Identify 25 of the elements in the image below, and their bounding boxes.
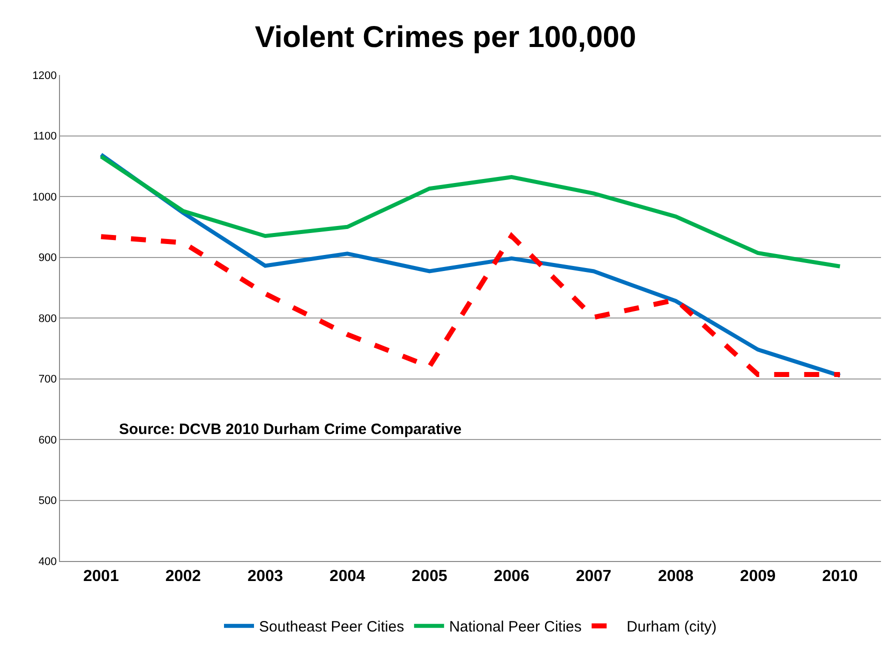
x-tick-label: 2010 (822, 568, 858, 586)
y-tick-label: 1100 (33, 130, 57, 143)
x-tick-label: 2006 (494, 568, 530, 586)
y-tick-label: 600 (38, 434, 57, 446)
x-tick-label: 2004 (330, 568, 366, 586)
x-tick-label: 2002 (165, 568, 202, 586)
x-tick-label: 2003 (247, 568, 284, 586)
x-tick-label: 2007 (576, 568, 612, 586)
legend-label: Southeast Peer Cities (259, 618, 404, 636)
y-tick-label: 400 (38, 556, 57, 568)
y-tick-label: 900 (38, 252, 57, 264)
line-series (99, 154, 842, 268)
y-tick-label: 1200 (32, 70, 57, 82)
x-tick-label: 2001 (83, 568, 119, 586)
chart-title: Violent Crimes per 100,000 (254, 21, 636, 54)
legend-label: Durham (city) (626, 618, 717, 636)
y-tick-label: 1000 (32, 191, 57, 204)
y-tick-label: 500 (38, 495, 57, 508)
y-tick-label: 800 (38, 312, 57, 325)
x-tick-label: 2009 (740, 568, 776, 586)
x-tick-label: 2008 (658, 568, 694, 586)
annotation: Source: DCVB 2010 Durham Crime Comparative (119, 421, 462, 438)
legend-label: National Peer Cities (449, 618, 582, 636)
x-tick-label: 2005 (412, 568, 448, 586)
y-tick-label: 700 (38, 374, 57, 386)
